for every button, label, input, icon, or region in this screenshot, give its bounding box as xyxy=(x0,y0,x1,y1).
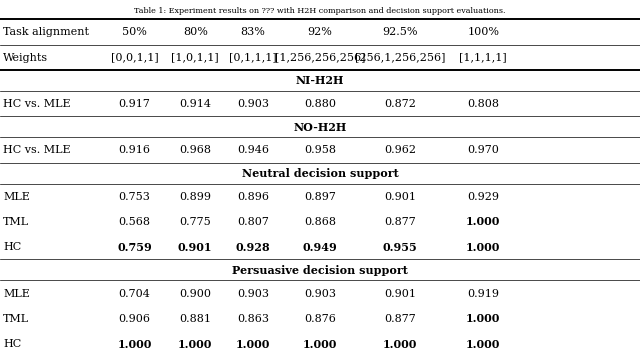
Text: 0.759: 0.759 xyxy=(117,242,152,253)
Text: HC: HC xyxy=(3,242,22,252)
Text: 1.000: 1.000 xyxy=(236,339,270,350)
Text: 0.901: 0.901 xyxy=(178,242,212,253)
Text: 0.901: 0.901 xyxy=(384,289,416,299)
Text: 0.906: 0.906 xyxy=(118,314,150,324)
Text: 0.903: 0.903 xyxy=(304,289,336,299)
Text: HC vs. MLE: HC vs. MLE xyxy=(3,99,71,109)
Text: 0.880: 0.880 xyxy=(304,99,336,109)
Text: 0.881: 0.881 xyxy=(179,314,211,324)
Text: Table 1: Experiment results on ??? with H2H comparison and decision support eval: Table 1: Experiment results on ??? with … xyxy=(134,7,506,15)
Text: TML: TML xyxy=(3,217,29,227)
Text: [0,0,1,1]: [0,0,1,1] xyxy=(111,53,158,63)
Text: 0.808: 0.808 xyxy=(467,99,499,109)
Text: 0.917: 0.917 xyxy=(118,99,150,109)
Text: 1.000: 1.000 xyxy=(466,242,500,253)
Text: 0.896: 0.896 xyxy=(237,192,269,202)
Text: 0.704: 0.704 xyxy=(118,289,150,299)
Text: 0.900: 0.900 xyxy=(179,289,211,299)
Text: 0.955: 0.955 xyxy=(383,242,417,253)
Text: 0.901: 0.901 xyxy=(384,192,416,202)
Text: 0.872: 0.872 xyxy=(384,99,416,109)
Text: 0.903: 0.903 xyxy=(237,99,269,109)
Text: 0.775: 0.775 xyxy=(179,217,211,227)
Text: 0.753: 0.753 xyxy=(118,192,150,202)
Text: 50%: 50% xyxy=(122,27,147,38)
Text: 80%: 80% xyxy=(183,27,207,38)
Text: 0.946: 0.946 xyxy=(237,145,269,155)
Text: 0.877: 0.877 xyxy=(384,217,416,227)
Text: MLE: MLE xyxy=(3,289,30,299)
Text: 1.000: 1.000 xyxy=(466,313,500,324)
Text: HC vs. MLE: HC vs. MLE xyxy=(3,145,71,155)
Text: NO-H2H: NO-H2H xyxy=(293,122,347,133)
Text: 0.568: 0.568 xyxy=(118,217,150,227)
Text: 0.877: 0.877 xyxy=(384,314,416,324)
Text: 0.903: 0.903 xyxy=(237,289,269,299)
Text: 0.876: 0.876 xyxy=(304,314,336,324)
Text: 0.863: 0.863 xyxy=(237,314,269,324)
Text: 0.807: 0.807 xyxy=(237,217,269,227)
Text: Weights: Weights xyxy=(3,53,49,63)
Text: 1.000: 1.000 xyxy=(303,339,337,350)
Text: TML: TML xyxy=(3,314,29,324)
Text: Persuasive decision support: Persuasive decision support xyxy=(232,265,408,276)
Text: 0.928: 0.928 xyxy=(236,242,270,253)
Text: 0.868: 0.868 xyxy=(304,217,336,227)
Text: Task alignment: Task alignment xyxy=(3,27,89,38)
Text: 92%: 92% xyxy=(308,27,332,38)
Text: 1.000: 1.000 xyxy=(466,339,500,350)
Text: [0,1,1,1]: [0,1,1,1] xyxy=(229,53,276,63)
Text: 0.962: 0.962 xyxy=(384,145,416,155)
Text: 0.970: 0.970 xyxy=(467,145,499,155)
Text: 0.958: 0.958 xyxy=(304,145,336,155)
Text: 1.000: 1.000 xyxy=(117,339,152,350)
Text: 0.949: 0.949 xyxy=(303,242,337,253)
Text: [1,0,1,1]: [1,0,1,1] xyxy=(172,53,219,63)
Text: 83%: 83% xyxy=(241,27,265,38)
Text: [1,1,1,1]: [1,1,1,1] xyxy=(460,53,507,63)
Text: 1.000: 1.000 xyxy=(466,217,500,227)
Text: 0.919: 0.919 xyxy=(467,289,499,299)
Text: 1.000: 1.000 xyxy=(383,339,417,350)
Text: 1.000: 1.000 xyxy=(178,339,212,350)
Text: HC: HC xyxy=(3,339,22,349)
Text: NI-H2H: NI-H2H xyxy=(296,75,344,86)
Text: 92.5%: 92.5% xyxy=(382,27,418,38)
Text: 0.916: 0.916 xyxy=(118,145,150,155)
Text: MLE: MLE xyxy=(3,192,30,202)
Text: 100%: 100% xyxy=(467,27,499,38)
Text: [256,1,256,256]: [256,1,256,256] xyxy=(355,53,445,63)
Text: 0.968: 0.968 xyxy=(179,145,211,155)
Text: Neutral decision support: Neutral decision support xyxy=(242,168,398,179)
Text: 0.929: 0.929 xyxy=(467,192,499,202)
Text: 0.899: 0.899 xyxy=(179,192,211,202)
Text: 0.914: 0.914 xyxy=(179,99,211,109)
Text: 0.897: 0.897 xyxy=(304,192,336,202)
Text: [1,256,256,256]: [1,256,256,256] xyxy=(275,53,365,63)
